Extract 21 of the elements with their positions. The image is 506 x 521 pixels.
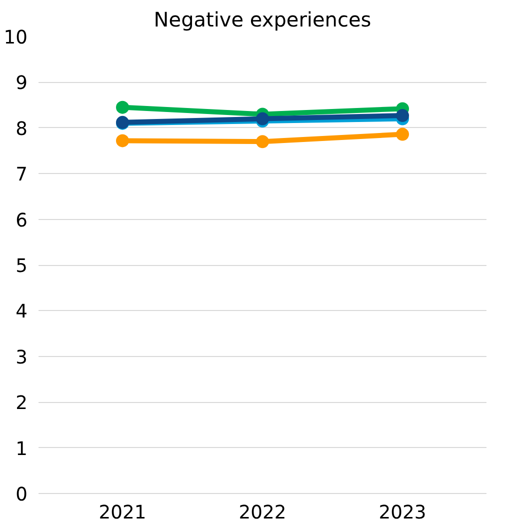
point xyxy=(116,134,129,148)
y-tick-label: 6 xyxy=(16,210,28,232)
point xyxy=(116,100,129,114)
x-tick-label: 2022 xyxy=(238,502,286,521)
point xyxy=(396,128,409,141)
x-tick-label: 2021 xyxy=(98,502,146,521)
y-tick-label: 5 xyxy=(16,256,28,277)
chart-title: Negative experiences xyxy=(154,8,372,32)
point xyxy=(396,109,409,122)
y-tick-label: 7 xyxy=(16,164,28,186)
y-tick-label: 8 xyxy=(16,118,28,140)
y-tick-label: 10 xyxy=(4,28,28,48)
point xyxy=(256,112,269,126)
y-tick-label: 9 xyxy=(16,73,28,94)
y-tick-label: 1 xyxy=(16,438,28,460)
y-tick-label: 2 xyxy=(16,393,28,414)
x-tick-label: 2023 xyxy=(378,502,426,521)
point xyxy=(256,135,269,148)
y-tick-label: 3 xyxy=(16,347,28,368)
y-tick-label: 0 xyxy=(16,484,28,506)
y-tick-label: 4 xyxy=(16,302,28,323)
